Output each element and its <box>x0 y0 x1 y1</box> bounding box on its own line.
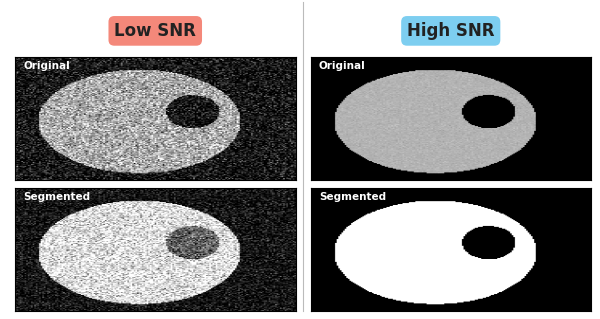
Text: Original: Original <box>23 61 70 71</box>
Text: Original: Original <box>319 61 365 71</box>
Text: Segmented: Segmented <box>319 192 386 202</box>
Text: High SNR: High SNR <box>407 22 494 40</box>
Text: Segmented: Segmented <box>23 192 91 202</box>
Text: Low SNR: Low SNR <box>115 22 196 40</box>
